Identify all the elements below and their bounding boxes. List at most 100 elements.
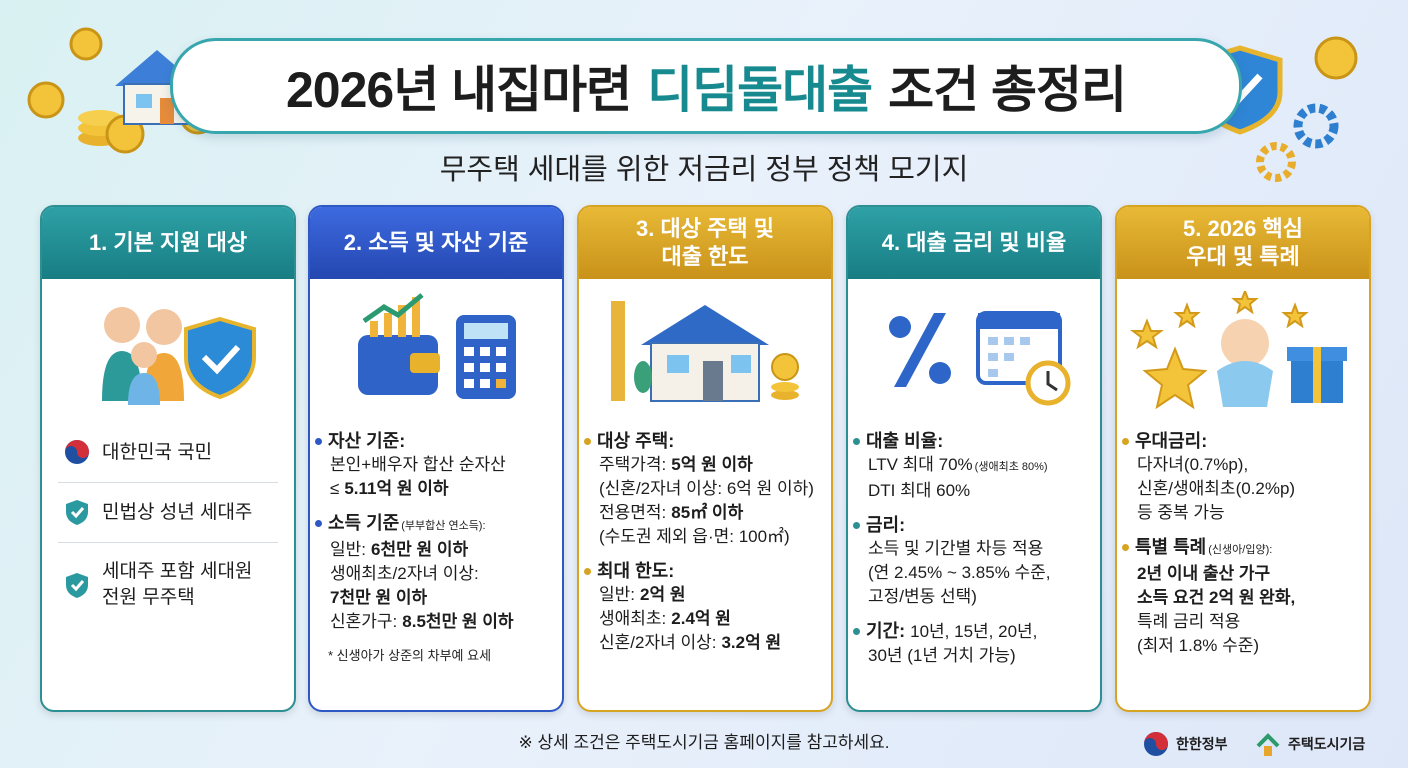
rate-calendar-icon (889, 311, 1071, 406)
divider-gap (42, 483, 294, 499)
line-note: (생애최초 80%) (974, 461, 1048, 473)
card-header: 1. 기본 지원 대상 (42, 207, 294, 279)
section-label: 대상 주택: (584, 429, 827, 453)
label-text: 최대 한도: (597, 561, 675, 581)
title-highlight: 디딤돌대출 (647, 62, 873, 118)
line-text: (연 2.45% ~ 3.85% 수준, (868, 563, 1051, 582)
wallet-calculator-icon (358, 293, 516, 399)
line-strong: 소득 요건 2억 원 완화, (1137, 588, 1296, 607)
section: 최대 한도: 일반: 2억 원 생애최초: 2.4억 원 신혼/2자녀 이상: 3.2억 원 (584, 559, 827, 655)
section-label: 특별 특례 (신생아/입양): (1122, 535, 1365, 562)
line-text: 전용면적: (599, 503, 667, 522)
divider-gap (42, 466, 294, 482)
divider (58, 542, 278, 543)
eligibility-item: 민법상 성년 세대주 (42, 499, 294, 526)
line-strong: 5.11억 원 이하 (344, 479, 449, 498)
line-text: 신혼/2자녀 이상: (599, 633, 717, 652)
item-line: 민법상 성년 세대주 (102, 501, 253, 523)
line-text: 다자녀(0.7%p), (1137, 455, 1249, 474)
label-text: 자산 기준: (328, 431, 406, 451)
section: 소득 기준 (부부합산 연소득): 일반: 6천만 원 이하 생애최초/2자녀 이상: 7… (315, 511, 558, 634)
title-banner: 2026년 내집마련 디딤돌대출 조건 총정리 (170, 38, 1242, 134)
card-header: 5. 2026 핵심 우대 및 특례 (1117, 207, 1369, 279)
card: 4. 대출 금리 및 비율 대출 비율: LTV 최대 70% (생애최초 80%)… (846, 205, 1102, 712)
benefit-icon (1130, 291, 1347, 410)
line-text: (최저 1.8% 수준) (1137, 636, 1260, 655)
eligibility-item: 대한민국 국민 (42, 439, 294, 466)
title: 2026년 내집마련 (285, 62, 632, 118)
label-text: 우대금리: (1135, 431, 1208, 451)
card-header: 3. 대상 주택 및 대출 한도 (579, 207, 831, 279)
line: 일반: 2억 원 (597, 583, 827, 607)
line: 2년 이내 출산 가구 (1135, 562, 1365, 586)
card: 3. 대상 주택 및 대출 한도 대상 주택: 주택가격: 5억 원 이하 (신혼/2자… (577, 205, 833, 712)
line-text: 본인+배우자 합산 순자산 (330, 455, 506, 474)
item-line: 세대주 포함 세대원 (102, 561, 253, 582)
item-icon (65, 440, 89, 464)
section-label: 대출 비율: (853, 429, 1096, 453)
line: 신혼/생애최초(0.2%p) (1135, 477, 1365, 501)
line: 전용면적: 85㎡ 이하 (597, 501, 827, 525)
section: 대출 비율: LTV 최대 70% (생애최초 80%) DTI 최대 60% (853, 429, 1096, 503)
label-text: 특별 특례 (1135, 537, 1207, 557)
card-title: 우대 및 특례 (1186, 244, 1300, 269)
line: 다자녀(0.7%p), (1135, 453, 1365, 477)
item-text: 민법상 성년 세대주 (102, 500, 252, 526)
section-label: 최대 한도: (584, 559, 827, 583)
card: 5. 2026 핵심 우대 및 특례 우대금리: 다자녀(0.7%p), 신혼/생애최… (1115, 205, 1371, 712)
logo: 주택도시기금 (1254, 730, 1365, 758)
card-header: 2. 소득 및 자산 기준 (310, 207, 562, 279)
card-title: 2. 소득 및 자산 기준 (343, 230, 529, 255)
card-title: 1. 기본 지원 대상 (88, 230, 248, 255)
section-label: 소득 기준 (부부합산 연소득): (315, 511, 558, 538)
card-title: 대출 한도 (661, 244, 749, 269)
line-strong: 6천만 원 이하 (371, 540, 469, 559)
gears (1256, 103, 1339, 182)
line-text: 특례 금리 적용 (1137, 612, 1241, 631)
section: 대상 주택: 주택가격: 5억 원 이하 (신혼/2자녀 이상: 6억 원 이하) 전용… (584, 429, 827, 549)
label-text: 대상 주택: (597, 431, 675, 451)
label-text: 금리: (866, 515, 906, 535)
line: 본인+배우자 합산 순자산 (328, 453, 558, 477)
line-text: ≤ (330, 479, 340, 498)
line-text: 생애최초/2자녀 이상: (330, 564, 479, 583)
section: 금리: 소득 및 기간별 차등 적용 (연 2.45% ~ 3.85% 수준, 고정/… (853, 513, 1096, 609)
line-text: 30년 (1년 거치 가능) (868, 646, 1016, 665)
logo: 한한정부 (1142, 730, 1228, 758)
item-line: 대한민국 국민 (102, 441, 213, 463)
line-text: 고정/변동 선택) (868, 587, 977, 606)
line: 일반: 6천만 원 이하 (328, 538, 558, 562)
item-line: 전원 무주택 (102, 587, 195, 608)
label-text: 소득 기준 (328, 513, 400, 533)
label-note: (신생아/입양): (1208, 544, 1273, 556)
card-body: 대출 비율: LTV 최대 70% (생애최초 80%) DTI 최대 60% 금리: 소… (853, 429, 1096, 678)
line-strong: 85㎡ 이하 (671, 503, 744, 522)
item-icon (66, 500, 88, 525)
line: 신혼/2자녀 이상: 3.2억 원 (597, 631, 827, 655)
house-icon (611, 301, 799, 402)
line: 생애최초: 2.4억 원 (597, 607, 827, 631)
item-text: 대한민국 국민 (102, 440, 212, 466)
line: 등 중복 가능 (1135, 501, 1365, 525)
line-text: 소득 및 기간별 차등 적용 (868, 539, 1044, 558)
line: 7천만 원 이하 (328, 586, 558, 610)
line: (최저 1.8% 수준) (1135, 634, 1365, 658)
label-text: 대출 비율: (866, 431, 944, 451)
footer-note: ※ 상세 조건은 주택도시기금 홈페이지를 참고하세요. (518, 733, 890, 752)
line-text: 10년, 15년, 20년, (910, 622, 1038, 641)
line-strong: 5억 원 이하 (671, 455, 753, 474)
line-text: 등 중복 가능 (1137, 503, 1225, 522)
line-strong: 8.5천만 원 이하 (402, 612, 514, 631)
line: 신혼가구: 8.5천만 원 이하 (328, 610, 558, 634)
logo-text: 한한정부 (1176, 736, 1228, 752)
footnote: * 신생아가 상준의 차부예 요세 (328, 648, 492, 663)
item-icon (66, 572, 88, 598)
divider (58, 482, 278, 483)
line-text: 일반: (330, 540, 367, 559)
